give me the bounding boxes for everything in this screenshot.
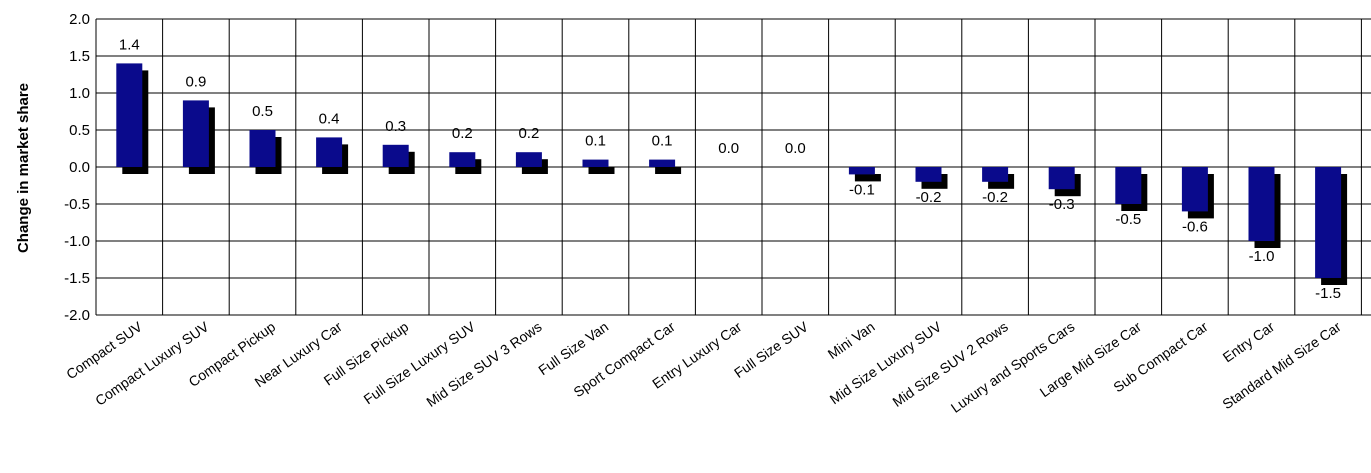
- bar: [116, 63, 143, 167]
- data-label: -0.2: [916, 189, 942, 206]
- bar: [649, 159, 676, 167]
- bar: [1181, 167, 1208, 212]
- y-tick-label: -1.0: [64, 233, 90, 250]
- bar: [182, 100, 209, 167]
- bar: [316, 137, 343, 167]
- y-tick-label: 1.0: [69, 85, 90, 102]
- data-label: 0.2: [452, 125, 473, 142]
- category-label: Mid Size SUV 3 Rows: [423, 318, 544, 410]
- grid-layer: [95, 18, 1371, 316]
- y-tick-label: -0.5: [64, 196, 90, 213]
- y-tick-label: 0.0: [69, 159, 90, 176]
- bar: [848, 167, 875, 175]
- data-label: -0.5: [1115, 211, 1141, 228]
- data-label: -1.0: [1249, 248, 1275, 265]
- y-tick-label: 2.0: [69, 11, 90, 28]
- bar: [1315, 167, 1342, 278]
- bar: [982, 167, 1009, 182]
- data-label: -1.5: [1315, 285, 1341, 302]
- data-label: 0.0: [785, 140, 806, 157]
- data-label: 0.4: [319, 110, 340, 127]
- y-tick-label: 0.5: [69, 122, 90, 139]
- data-label: 0.2: [518, 125, 539, 142]
- bar: [915, 167, 942, 182]
- category-label: Standard Mid Size Car: [1219, 318, 1344, 412]
- bar: [382, 144, 409, 167]
- y-tick-label: 1.5: [69, 48, 90, 65]
- y-tick-label: -1.5: [64, 270, 90, 287]
- category-label: Mid Size SUV 2 Rows: [889, 318, 1010, 410]
- category-label: Mid Size Luxury SUV: [827, 318, 945, 407]
- bar: [249, 130, 276, 167]
- category-label: Luxury and Sports Cars: [948, 318, 1078, 415]
- bar-shadow: [854, 174, 881, 182]
- bar: [582, 159, 609, 167]
- data-label: 0.1: [585, 133, 606, 150]
- category-label: Full Size SUV: [731, 318, 811, 381]
- data-label: -0.6: [1182, 218, 1208, 235]
- category-label: Compact Luxury SUV: [92, 318, 212, 409]
- bars-layer: [116, 63, 1348, 285]
- bar: [1115, 167, 1142, 204]
- data-label: -0.2: [982, 189, 1008, 206]
- bar-shadow: [655, 166, 682, 174]
- data-label: 0.5: [252, 103, 273, 120]
- bar-shadow: [588, 166, 615, 174]
- data-label: 0.1: [652, 133, 673, 150]
- value-labels-layer: 1.4 0.9 0.5 0.4 0.3 0.2 0.2 0.1 0.1 0.0 0.0 -0.1 -0.…: [119, 36, 1341, 302]
- category-label: Mini Van: [825, 318, 878, 362]
- category-label: Full Size Luxury SUV: [360, 318, 478, 407]
- y-axis-title: Change in market share: [15, 83, 32, 253]
- bar: [1048, 167, 1075, 190]
- data-label: 0.9: [185, 73, 206, 90]
- data-label: 0.3: [385, 118, 406, 135]
- data-label: 0.0: [718, 140, 739, 157]
- y-tick-label: -2.0: [64, 307, 90, 324]
- bar: [515, 152, 542, 167]
- category-label: Entry Car: [1220, 318, 1278, 365]
- bar: [449, 152, 476, 167]
- data-label: -0.3: [1049, 196, 1075, 213]
- y-axis-ticks: 2.0 1.5 1.0 0.5 0.0 -0.5 -1.0 -1.5 -2.0: [64, 11, 90, 324]
- data-label: -0.1: [849, 181, 875, 198]
- data-label: 1.4: [119, 36, 140, 53]
- bar: [1248, 167, 1275, 241]
